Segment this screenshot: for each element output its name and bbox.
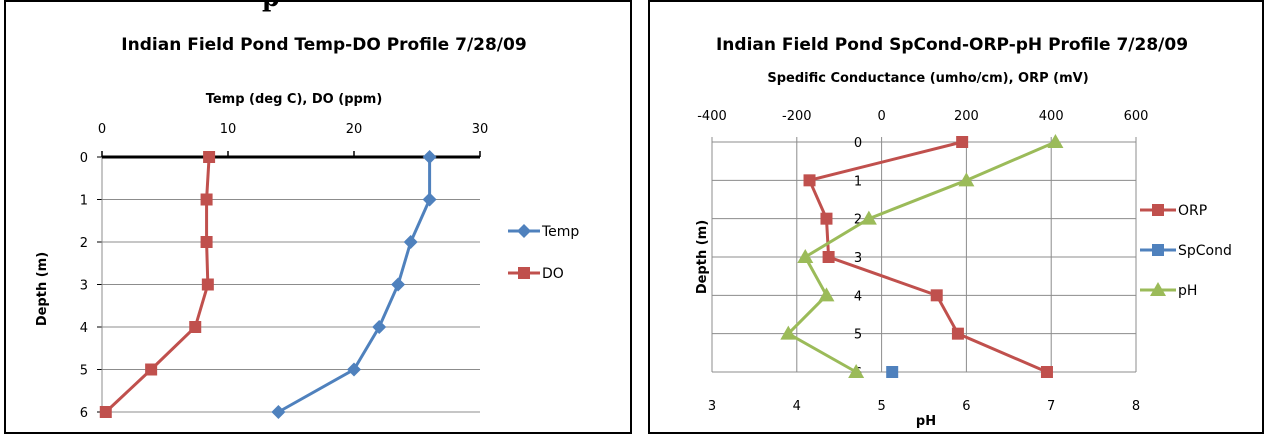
data-point-orp [820,212,833,225]
data-point-do [200,193,213,206]
header-fragment: p [262,0,279,12]
legend: ORP SpCond pH [1140,203,1232,299]
y-tick-label: 1 [854,174,862,189]
x2-tick-label: 5 [877,399,885,414]
y-tick-label: 5 [854,328,862,343]
x-tick-label: -200 [782,109,812,124]
data-point-do [145,363,158,376]
data-point-ph [797,249,814,263]
data-point-do [203,151,216,163]
data-point-temp [422,192,437,207]
data-point-do [200,236,213,248]
x2-tick-label: 7 [1047,399,1055,414]
legend-label-do: DO [542,266,564,282]
x-tick-label: -400 [697,109,727,124]
data-point-temp [391,277,406,292]
y-tick-label: 0 [80,151,88,166]
x-tick-label: 10 [220,122,237,137]
y-tick-label: 3 [80,279,88,294]
chart-temp-do: Indian Field Pond Temp-DO Profile 7/28/0… [35,35,579,421]
y-axis-title: Depth (m) [695,220,710,294]
x-tick-label: 30 [472,122,489,137]
x-tick-label: 20 [346,122,363,137]
x2-tick-label: 3 [708,399,716,414]
data-point-do [201,278,214,291]
x-tick-label: 600 [1124,109,1149,124]
data-point-ph [780,325,797,340]
data-point-orp [822,251,835,263]
x2-axis-title: pH [916,414,936,429]
y-tick-label: 4 [854,289,862,304]
data-point-spcond [886,366,899,378]
data-point-temp [372,320,387,334]
x-axis-title: Spedific Conductance (umho/cm), ORP (mV) [767,71,1088,86]
legend: Temp DO [508,224,579,282]
chart-title: Indian Field Pond SpCond-ORP-pH Profile … [716,35,1188,55]
y-tick-label: 4 [80,321,88,336]
legend-marker-orp [1152,204,1164,216]
legend-marker-ph [1150,282,1166,296]
chart-spcond-orp-ph: Indian Field Pond SpCond-ORP-pH Profile … [695,35,1232,429]
y-tick-label: 1 [80,194,88,209]
x2-tick-label: 8 [1132,399,1140,414]
legend-marker-spcond [1152,244,1164,256]
y-tick-label: 5 [80,364,88,379]
data-point-do [189,321,202,333]
data-point-ph [848,364,865,378]
chart-panel-temp-do: Indian Field Pond Temp-DO Profile 7/28/0… [4,0,632,434]
legend-label-ph: pH [1178,283,1197,299]
y-tick-label: 2 [80,236,88,251]
y-tick-label: 0 [854,136,862,151]
legend-marker-do [518,267,530,279]
y-tick-label: 6 [80,406,88,421]
x2-tick-label: 6 [962,399,970,414]
data-point-orp [1040,366,1053,378]
x-tick-label: 200 [954,109,979,124]
data-point-ph [860,210,877,225]
data-point-orp [956,136,969,148]
y-axis-title: Depth (m) [35,252,50,326]
chart-panel-spcond-orp-ph: Indian Field Pond SpCond-ORP-pH Profile … [648,0,1264,434]
data-point-orp [803,174,816,187]
legend-label-spcond: SpCond [1178,243,1232,259]
x2-tick-label: 4 [793,399,801,414]
data-point-orp [930,289,943,302]
data-point-temp [347,362,361,377]
y-tick-label: 3 [854,251,862,266]
data-point-orp [951,327,964,340]
data-point-ph [818,287,835,302]
data-point-do [99,406,112,418]
legend-label-temp: Temp [541,224,579,240]
x-tick-label: 0 [877,109,885,124]
chart-title: Indian Field Pond Temp-DO Profile 7/28/0… [121,35,526,55]
y-tick-label: 2 [854,213,862,228]
legend-marker-temp [517,224,531,238]
data-point-temp [271,405,286,419]
legend-label-orp: ORP [1178,203,1207,219]
x-tick-label: 400 [1039,109,1064,124]
x-axis-title: Temp (deg C), DO (ppm) [206,92,383,107]
data-point-ph [1047,134,1064,148]
data-point-temp [422,150,437,164]
data-point-temp [403,235,418,249]
data-point-ph [958,172,975,187]
x-tick-label: 0 [98,122,106,137]
